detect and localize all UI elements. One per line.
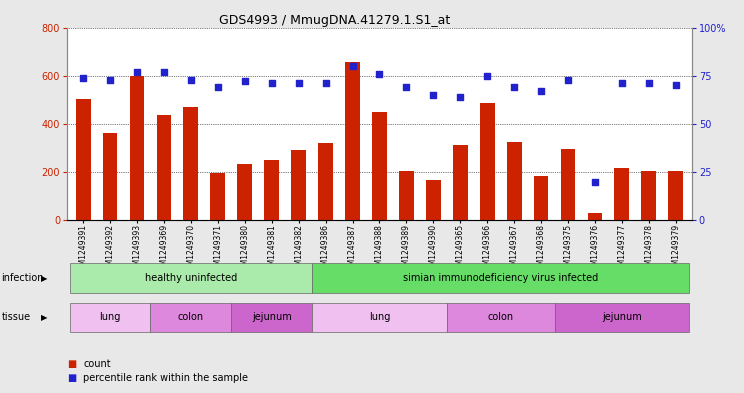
Point [535,88,547,94]
Bar [103,133,118,220]
Point [400,84,412,90]
Text: healthy uninfected: healthy uninfected [145,273,237,283]
Point [373,71,385,77]
Text: lung: lung [369,312,390,322]
Point [77,74,89,81]
Point [266,80,278,86]
Text: ▶: ▶ [41,274,48,283]
Bar [211,173,225,220]
Point [158,69,170,75]
Text: colon: colon [487,312,513,322]
Point [239,78,251,84]
Text: lung: lung [100,312,121,322]
Point [616,80,628,86]
Point [212,84,224,90]
Point [589,178,601,185]
Bar [533,176,548,220]
Bar [76,99,91,220]
Text: percentile rank within the sample: percentile rank within the sample [83,373,248,383]
Point [427,92,439,98]
Text: GDS4993 / MmugDNA.41279.1.S1_at: GDS4993 / MmugDNA.41279.1.S1_at [219,14,450,27]
Text: tissue: tissue [1,312,31,322]
Text: simian immunodeficiency virus infected: simian immunodeficiency virus infected [403,273,598,283]
Bar [507,142,522,220]
Bar [318,143,333,220]
Point [481,72,493,79]
Bar [426,180,440,220]
Point [292,80,304,86]
Bar [615,168,629,220]
Bar [345,62,360,220]
Bar [399,171,414,220]
Bar [291,150,306,220]
Text: ■: ■ [67,358,76,369]
Point [320,80,332,86]
Bar [184,107,199,220]
Point [670,82,682,88]
Bar [237,163,252,220]
Bar [668,171,683,220]
Bar [372,112,387,220]
Bar [560,149,575,220]
Bar [264,160,279,220]
Point [562,76,574,83]
Bar [480,103,495,220]
Point [347,63,359,69]
Text: jejunum: jejunum [602,312,642,322]
Point [455,94,466,100]
Point [508,84,520,90]
Text: infection: infection [1,273,44,283]
Point [643,80,655,86]
Point [185,76,197,83]
Bar [588,213,603,220]
Bar [129,75,144,220]
Text: ■: ■ [67,373,76,383]
Text: colon: colon [178,312,204,322]
Bar [156,116,171,220]
Point [104,76,116,83]
Bar [641,171,656,220]
Text: jejunum: jejunum [251,312,292,322]
Text: ▶: ▶ [41,313,48,322]
Point [131,69,143,75]
Text: count: count [83,358,111,369]
Bar [453,145,468,220]
